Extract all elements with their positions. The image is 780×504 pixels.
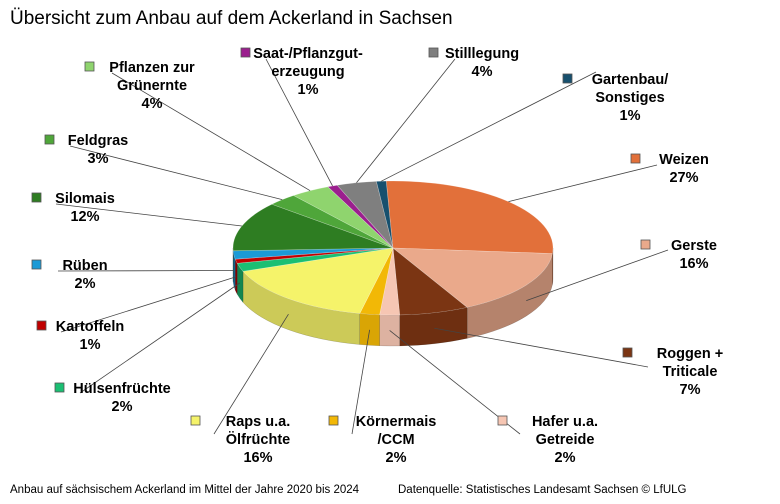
label-line-silomais-0: Silomais	[55, 191, 115, 207]
slice-side-hafer-u-a-getreide	[379, 314, 400, 347]
label-stilllegung: Stilllegung 4%	[445, 46, 519, 80]
label-line-huelsenfruechte-0: Hülsenfrüchte	[73, 381, 171, 397]
label-line-feldgras-0: Feldgras	[68, 133, 128, 149]
leader-silomais	[55, 203, 242, 227]
value-label-koernermais-ccm: 2%	[386, 450, 407, 466]
leader-gerste	[526, 249, 669, 301]
value-label-stilllegung: 4%	[472, 64, 493, 80]
leader-saat-pflanzgut-erzeugung	[265, 58, 333, 187]
leader-roggen-triticale	[434, 327, 649, 368]
marker-gerste	[640, 239, 651, 250]
label-line-saat-pflanzgut-erzeugung-0: Saat-/Pflanzgut-	[253, 46, 363, 62]
label-line-saat-pflanzgut-erzeugung-1: erzeugung	[271, 64, 344, 80]
label-line-raps-u-a-oelfruechte-1: Ölfrüchte	[226, 431, 290, 448]
slice-huelsenfruechte	[236, 247, 394, 272]
label-line-weizen-0: Weizen	[659, 152, 709, 168]
label-line-gartenbau-sonstiges-1: Sonstiges	[595, 90, 664, 106]
marker-hafer-u-a-getreide	[497, 415, 508, 426]
label-saat-pflanzgut-erzeugung: Saat-/Pflanzgut-erzeugung 1%	[253, 46, 363, 98]
label-hafer-u-a-getreide: Hafer u.a. Getreide 2%	[532, 414, 598, 466]
label-line-raps-u-a-oelfruechte-0: Raps u.a.	[226, 414, 290, 430]
slice-rueben	[232, 247, 394, 260]
label-gartenbau-sonstiges: Gartenbau/Sonstiges 1%	[592, 72, 669, 124]
label-roggen-triticale: Roggen + Triticale 7%	[657, 346, 723, 398]
marker-pflanzen-zur-gruenernte	[84, 61, 95, 72]
label-huelsenfruechte: Hülsenfrüchte 2%	[73, 381, 171, 415]
label-koernermais-ccm: Körnermais/CCM 2%	[356, 414, 437, 466]
leader-weizen	[508, 164, 658, 203]
marker-stilllegung	[428, 47, 439, 58]
marker-weizen	[630, 153, 641, 164]
leader-raps-u-a-oelfruechte	[213, 314, 289, 435]
label-raps-u-a-oelfruechte: Raps u.a. Ölfrüchte 16%	[226, 414, 290, 466]
leader-koernermais-ccm	[351, 329, 371, 435]
slice-roggen-triticale	[392, 247, 468, 316]
slice-hafer-u-a-getreide	[379, 247, 401, 316]
marker-huelsenfruechte	[54, 382, 65, 393]
marker-gartenbau-sonstiges	[562, 73, 573, 84]
label-line-roggen-triticale-0: Roggen +	[657, 346, 723, 362]
value-label-rueben: 2%	[75, 276, 96, 292]
value-label-gartenbau-sonstiges: 1%	[620, 108, 641, 124]
label-feldgras: Feldgras 3%	[68, 133, 128, 167]
label-line-gartenbau-sonstiges-0: Gartenbau/	[592, 72, 669, 88]
label-pflanzen-zur-gruenernte: Pflanzen zur Grünernte 4%	[109, 60, 195, 112]
leader-huelsenfruechte	[79, 282, 241, 394]
label-weizen: Weizen 27%	[659, 152, 709, 186]
value-label-huelsenfruechte: 2%	[112, 399, 133, 415]
slice-side-koernermais-ccm	[359, 313, 380, 347]
value-label-raps-u-a-oelfruechte: 16%	[243, 450, 272, 466]
label-line-pflanzen-zur-gruenernte-1: Grünernte	[117, 78, 187, 94]
label-silomais: Silomais 12%	[55, 191, 115, 225]
label-line-hafer-u-a-getreide-0: Hafer u.a.	[532, 414, 598, 430]
leader-rueben	[57, 270, 234, 272]
leader-gartenbau-sonstiges	[381, 71, 597, 182]
label-gerste: Gerste 16%	[671, 238, 717, 272]
marker-koernermais-ccm	[328, 415, 339, 426]
value-label-saat-pflanzgut-erzeugung: 1%	[298, 82, 319, 98]
marker-kartoffeln	[36, 320, 47, 331]
footer-note: Anbau auf sächsischem Ackerland im Mitte…	[10, 484, 360, 496]
marker-feldgras	[44, 134, 55, 145]
leader-kartoffeln	[60, 276, 237, 333]
value-label-gerste: 16%	[679, 256, 708, 272]
marker-rueben	[31, 259, 42, 270]
label-line-stilllegung-0: Stilllegung	[445, 46, 519, 62]
value-label-hafer-u-a-getreide: 2%	[555, 450, 576, 466]
marker-raps-u-a-oelfruechte	[190, 415, 201, 426]
label-line-hafer-u-a-getreide-1: Getreide	[536, 432, 595, 448]
slice-weizen	[385, 180, 554, 254]
slice-raps-u-a-oelfruechte	[242, 247, 394, 314]
label-kartoffeln: Kartoffeln 1%	[56, 319, 124, 353]
slice-gerste	[392, 247, 553, 308]
chart-title: Übersicht zum Anbau auf dem Ackerland in…	[10, 8, 453, 29]
pie-top	[232, 180, 554, 316]
value-label-kartoffeln: 1%	[80, 337, 101, 353]
slice-labels: Gartenbau/Sonstiges 1%Weizen 27%Gerste 16%R…	[31, 46, 723, 466]
marker-saat-pflanzgut-erzeugung	[240, 47, 251, 58]
label-line-pflanzen-zur-gruenernte-0: Pflanzen zur	[109, 60, 195, 76]
slice-koernermais-ccm	[359, 247, 394, 316]
value-label-feldgras: 3%	[88, 151, 109, 167]
value-label-roggen-triticale: 7%	[680, 382, 701, 398]
value-label-pflanzen-zur-gruenernte: 4%	[142, 96, 163, 112]
value-label-weizen: 27%	[669, 170, 698, 186]
label-line-koernermais-ccm-0: Körnermais	[356, 414, 437, 430]
leader-stilllegung	[356, 58, 456, 184]
label-line-kartoffeln-0: Kartoffeln	[56, 319, 124, 335]
marker-roggen-triticale	[622, 347, 633, 358]
label-line-gerste-0: Gerste	[671, 238, 717, 254]
footer-source: Datenquelle: Statistisches Landesamt Sac…	[398, 484, 687, 496]
label-rueben: Rüben 2%	[62, 258, 107, 292]
leader-feldgras	[69, 145, 283, 201]
marker-silomais	[31, 192, 42, 203]
leader-pflanzen-zur-gruenernte	[111, 72, 311, 192]
label-line-koernermais-ccm-1: /CCM	[377, 432, 414, 448]
label-line-rueben-0: Rüben	[62, 258, 107, 274]
label-line-roggen-triticale-1: Triticale	[663, 364, 718, 380]
value-label-silomais: 12%	[70, 209, 99, 225]
slice-kartoffeln	[234, 247, 394, 264]
